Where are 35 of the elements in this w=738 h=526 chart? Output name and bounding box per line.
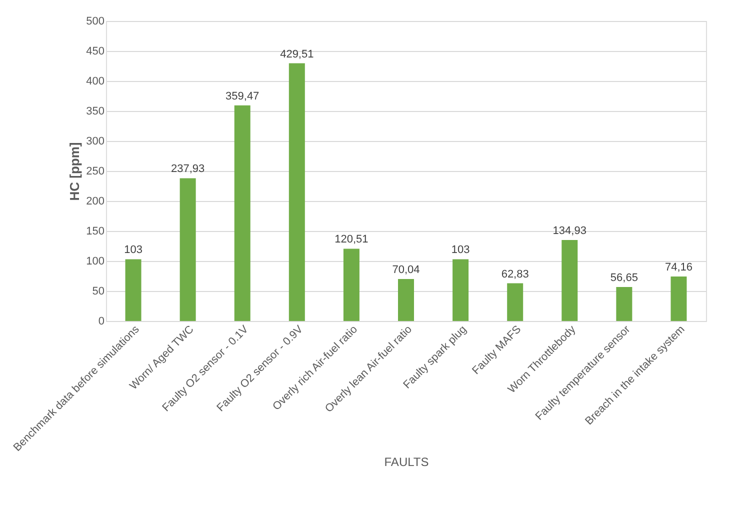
bar xyxy=(670,276,687,321)
data-label: 120,51 xyxy=(334,234,368,246)
bar xyxy=(234,105,250,321)
y-tick-label: 400 xyxy=(86,76,104,88)
y-tick-label: 300 xyxy=(86,136,104,148)
y-tick-label: 500 xyxy=(86,16,104,28)
y-tick-label: 450 xyxy=(86,46,104,58)
y-axis-title: HC [ppm] xyxy=(67,142,82,201)
data-label: 359,47 xyxy=(226,90,260,102)
bar xyxy=(398,278,414,321)
bar xyxy=(343,248,360,321)
data-label: 70,04 xyxy=(392,264,420,276)
bar xyxy=(452,259,469,321)
y-tick-label: 250 xyxy=(86,166,104,178)
data-label: 103 xyxy=(124,244,142,256)
data-label: 56,65 xyxy=(610,272,638,284)
y-tick-label: 150 xyxy=(86,226,104,238)
bar xyxy=(507,283,524,321)
y-tick-label: 100 xyxy=(86,256,104,268)
data-label: 103 xyxy=(451,244,470,256)
data-label: 237,93 xyxy=(170,163,205,176)
data-label: 429,51 xyxy=(280,48,314,60)
y-tick-label: 350 xyxy=(86,106,104,118)
y-tick-label: 0 xyxy=(98,316,104,328)
data-label: 62,83 xyxy=(501,268,529,280)
y-tick-label: 200 xyxy=(86,196,104,208)
data-label: 74,16 xyxy=(664,262,692,274)
bar xyxy=(125,259,142,321)
y-tick-label: 50 xyxy=(92,286,104,298)
x-axis-title: FAULTS xyxy=(384,455,429,470)
data-label: 134,93 xyxy=(552,225,586,238)
bar xyxy=(616,287,632,321)
bar xyxy=(180,178,196,321)
bar xyxy=(562,240,578,321)
bar xyxy=(288,63,305,321)
